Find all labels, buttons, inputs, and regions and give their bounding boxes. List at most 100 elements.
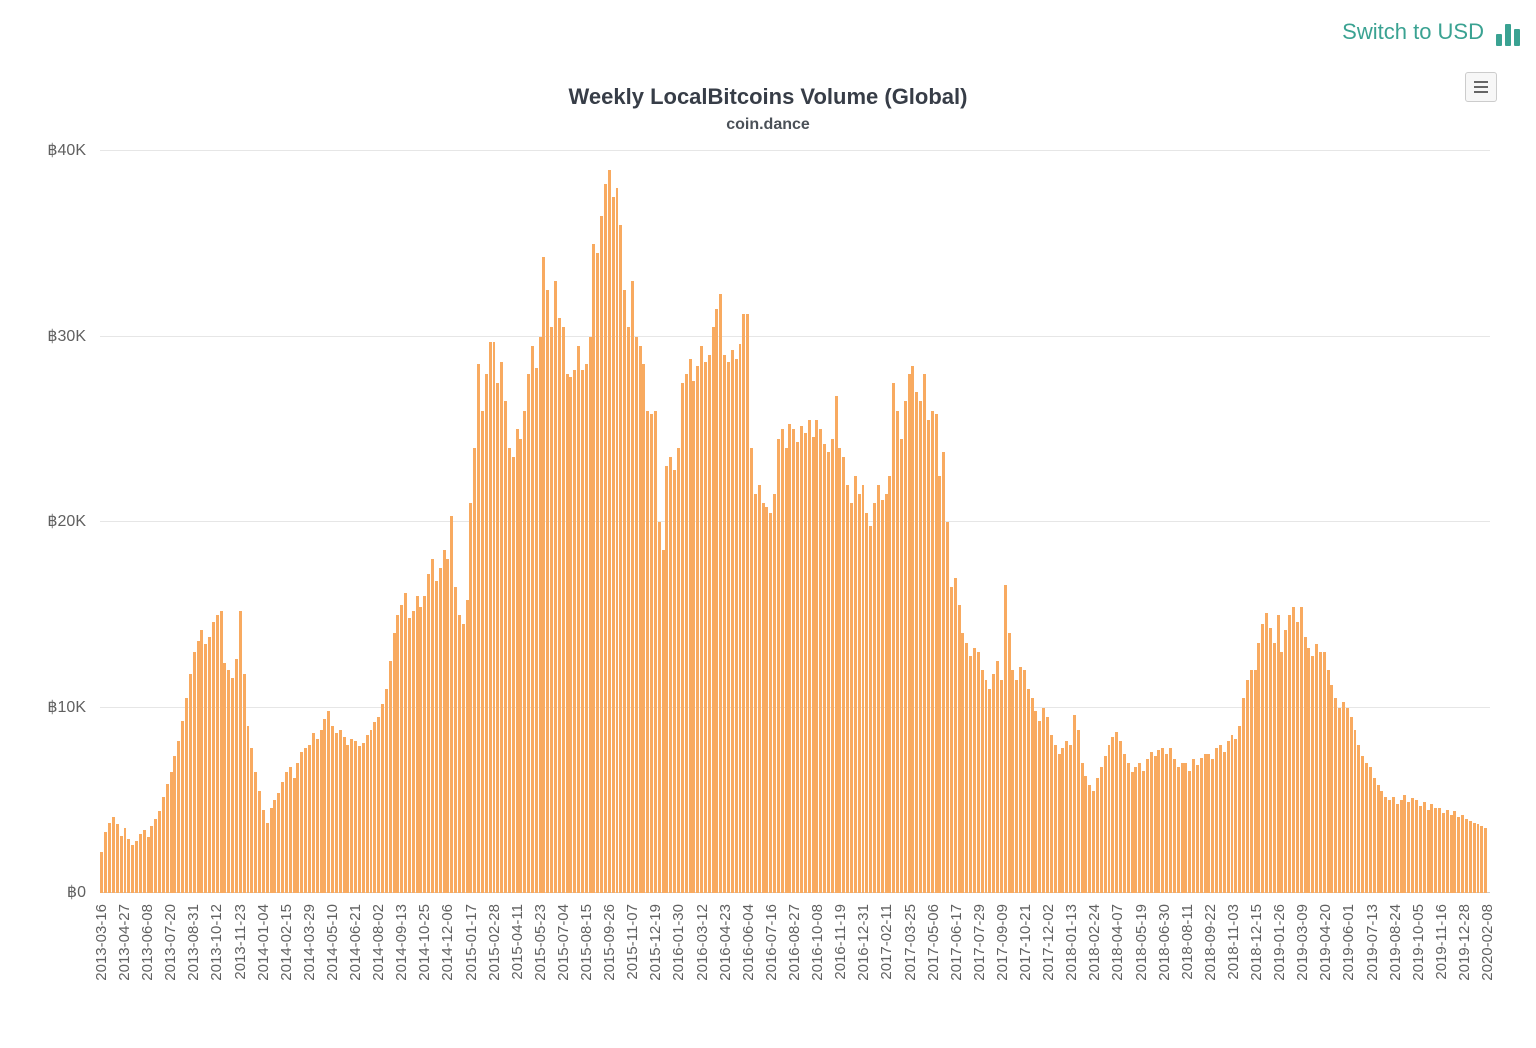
volume-bar[interactable] — [834, 395, 838, 893]
volume-bar[interactable] — [934, 414, 938, 893]
volume-bar[interactable] — [1046, 716, 1049, 893]
volume-bar[interactable] — [700, 345, 704, 893]
volume-bar[interactable] — [315, 739, 319, 893]
volume-bar[interactable] — [377, 716, 381, 893]
volume-bar[interactable] — [454, 586, 458, 893]
volume-bar[interactable] — [796, 442, 800, 893]
volume-bar[interactable] — [327, 711, 331, 893]
volume-bar[interactable] — [942, 451, 946, 893]
volume-bar[interactable] — [1295, 622, 1299, 893]
volume-bar[interactable] — [969, 655, 973, 893]
volume-bar[interactable] — [1403, 794, 1407, 893]
volume-bar[interactable] — [169, 772, 173, 893]
volume-bar[interactable] — [419, 607, 423, 893]
volume-bar[interactable] — [1176, 766, 1180, 893]
volume-bar[interactable] — [450, 516, 454, 893]
volume-bar[interactable] — [630, 280, 634, 893]
currency-bar-chart-icon[interactable] — [1496, 18, 1520, 46]
volume-bar[interactable] — [1099, 766, 1103, 893]
volume-bar[interactable] — [811, 436, 815, 893]
volume-bar[interactable] — [1365, 763, 1368, 893]
volume-bar[interactable] — [1472, 822, 1476, 893]
volume-bar[interactable] — [265, 822, 269, 893]
volume-bar[interactable] — [1372, 778, 1376, 893]
volume-bar[interactable] — [1415, 800, 1418, 893]
volume-bar[interactable] — [177, 740, 181, 893]
volume-bar[interactable] — [634, 336, 638, 893]
volume-bar[interactable] — [538, 336, 542, 893]
volume-bar[interactable] — [588, 336, 592, 893]
volume-bar[interactable] — [677, 447, 680, 893]
volume-bar[interactable] — [1230, 735, 1234, 893]
volume-bar[interactable] — [896, 410, 900, 893]
volume-bar[interactable] — [1322, 651, 1326, 893]
volume-bar[interactable] — [661, 549, 665, 893]
volume-bar[interactable] — [277, 792, 281, 893]
volume-bar[interactable] — [869, 525, 873, 893]
volume-bar[interactable] — [565, 373, 569, 893]
volume-bar[interactable] — [215, 614, 219, 893]
volume-bar[interactable] — [1026, 688, 1030, 893]
volume-bar[interactable] — [657, 522, 661, 893]
volume-bar[interactable] — [492, 342, 496, 893]
volume-bar[interactable] — [688, 358, 692, 893]
volume-bar[interactable] — [181, 720, 185, 893]
volume-bar[interactable] — [1449, 815, 1453, 893]
volume-bar[interactable] — [1292, 607, 1295, 893]
volume-bar[interactable] — [423, 596, 427, 893]
volume-bar[interactable] — [530, 345, 534, 893]
volume-bar[interactable] — [323, 718, 327, 893]
volume-bar[interactable] — [780, 429, 784, 893]
volume-bar[interactable] — [342, 737, 346, 893]
volume-bar[interactable] — [730, 349, 734, 893]
volume-bar[interactable] — [1349, 716, 1353, 893]
volume-bar[interactable] — [457, 614, 461, 893]
volume-bar[interactable] — [1103, 755, 1107, 893]
volume-bar[interactable] — [296, 763, 300, 893]
volume-bar[interactable] — [123, 828, 127, 893]
volume-bar[interactable] — [438, 568, 442, 893]
volume-bar[interactable] — [119, 835, 123, 893]
volume-bar[interactable] — [1165, 753, 1169, 893]
volume-bar[interactable] — [611, 197, 615, 893]
volume-bar[interactable] — [1422, 802, 1426, 893]
volume-bar[interactable] — [1376, 785, 1380, 893]
volume-bar[interactable] — [915, 392, 919, 893]
volume-bar[interactable] — [961, 633, 965, 893]
volume-bar[interactable] — [442, 549, 446, 893]
volume-bar[interactable] — [1203, 753, 1207, 893]
volume-bar[interactable] — [1315, 644, 1319, 893]
volume-bar[interactable] — [888, 475, 892, 893]
volume-bar[interactable] — [1022, 670, 1026, 893]
volume-bar[interactable] — [231, 677, 235, 893]
volume-bar[interactable] — [949, 586, 953, 893]
volume-bar[interactable] — [227, 670, 231, 893]
volume-bar[interactable] — [638, 345, 642, 893]
volume-bar[interactable] — [784, 447, 788, 893]
volume-bar[interactable] — [1476, 824, 1480, 893]
volume-bar[interactable] — [592, 243, 596, 893]
volume-bar[interactable] — [1092, 790, 1096, 893]
volume-bar[interactable] — [1169, 748, 1172, 893]
volume-bar[interactable] — [158, 811, 162, 893]
volume-bar[interactable] — [719, 293, 723, 893]
volume-bar[interactable] — [554, 280, 557, 893]
volume-bar[interactable] — [1464, 818, 1468, 893]
volume-bar[interactable] — [373, 722, 377, 893]
volume-bar[interactable] — [965, 642, 969, 893]
volume-bar[interactable] — [334, 733, 338, 893]
volume-bar[interactable] — [892, 382, 896, 893]
volume-bar[interactable] — [1161, 748, 1165, 893]
volume-bar[interactable] — [392, 633, 396, 893]
volume-bar[interactable] — [1130, 772, 1134, 893]
volume-bar[interactable] — [261, 809, 265, 893]
volume-bar[interactable] — [211, 622, 215, 893]
volume-bar[interactable] — [1257, 642, 1261, 893]
volume-bar[interactable] — [715, 308, 719, 893]
volume-bar[interactable] — [1311, 655, 1315, 893]
volume-bar[interactable] — [1057, 753, 1061, 893]
volume-bar[interactable] — [1253, 670, 1257, 893]
volume-bar[interactable] — [288, 766, 292, 893]
volume-bar[interactable] — [742, 314, 746, 893]
volume-bar[interactable] — [723, 355, 727, 893]
